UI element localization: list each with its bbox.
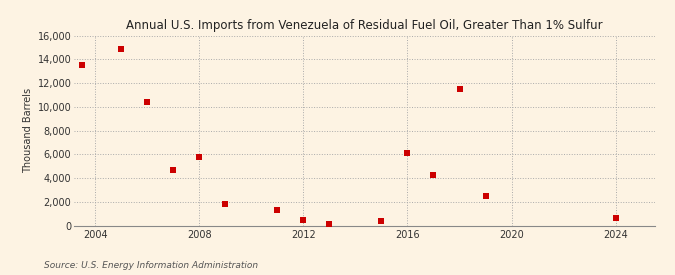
Point [610, 216, 621, 221]
Point [454, 87, 465, 91]
Point [220, 202, 231, 206]
Point [376, 219, 387, 223]
Point [142, 100, 153, 104]
Point [168, 167, 179, 172]
Point [298, 217, 308, 222]
Point [115, 46, 126, 51]
Point [324, 222, 335, 227]
Point [480, 194, 491, 198]
Text: Source: U.S. Energy Information Administration: Source: U.S. Energy Information Administ… [44, 260, 258, 270]
Point [194, 155, 205, 159]
Point [272, 208, 283, 212]
Point [77, 63, 88, 68]
Y-axis label: Thousand Barrels: Thousand Barrels [24, 88, 34, 173]
Point [402, 151, 413, 155]
Point [428, 172, 439, 177]
Title: Annual U.S. Imports from Venezuela of Residual Fuel Oil, Greater Than 1% Sulfur: Annual U.S. Imports from Venezuela of Re… [126, 19, 603, 32]
